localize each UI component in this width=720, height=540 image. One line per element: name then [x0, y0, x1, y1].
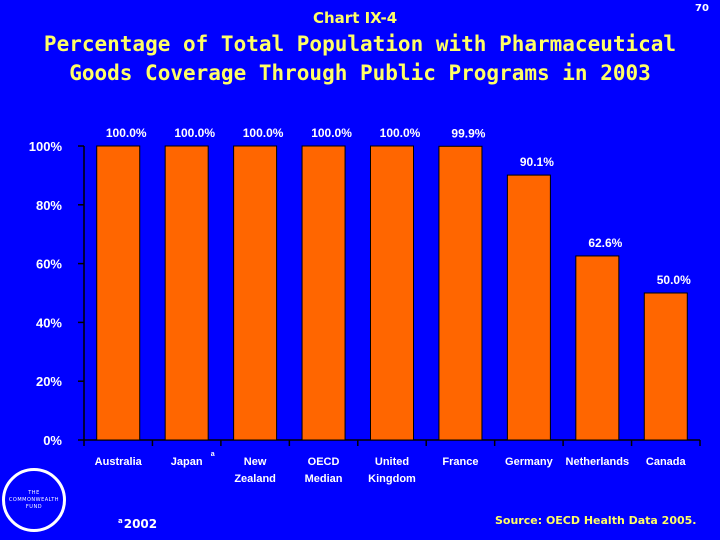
x-tick-label: France [442, 456, 478, 468]
data-label: 100.0% [174, 126, 215, 140]
footnote-mark: a [118, 517, 123, 525]
footnote-mark-label: a [211, 451, 215, 458]
bar [233, 145, 278, 441]
bar [438, 145, 483, 441]
y-tick-label: 40% [36, 315, 62, 330]
data-label: 90.1% [520, 155, 554, 169]
x-tick-label: Netherlands [566, 456, 630, 468]
data-label: 100.0% [106, 126, 147, 140]
bar [643, 292, 688, 441]
data-label: 50.0% [657, 273, 691, 287]
y-tick-label: 0% [43, 433, 62, 448]
x-tick-label: OECD [308, 456, 340, 468]
logo-line: FUND [25, 503, 43, 510]
x-tick-label: Zealand [234, 473, 276, 485]
data-label: 62.6% [588, 236, 622, 250]
logo-line: COMMONWEALTH [8, 496, 60, 503]
bar [575, 255, 620, 441]
bar [370, 145, 414, 441]
data-label: 100.0% [311, 126, 352, 140]
data-label: 99.9% [451, 126, 485, 140]
chart-title: Percentage of Total Population with Phar… [0, 30, 720, 88]
x-tick-label: Median [305, 473, 343, 485]
title-line-2: Goods Coverage Through Public Programs i… [69, 61, 651, 85]
x-tick-label: New [244, 456, 267, 468]
bar [506, 174, 551, 441]
y-tick-label: 60% [36, 257, 62, 272]
x-tick-label: United [375, 456, 409, 468]
y-tick-label: 20% [36, 374, 62, 389]
y-tick-label: 100% [29, 139, 63, 154]
page-number: 70 [695, 3, 709, 14]
footnote: a2002 [118, 517, 157, 531]
y-tick-label: 80% [36, 198, 62, 213]
title-line-1: Percentage of Total Population with Phar… [43, 32, 677, 56]
bar [301, 145, 346, 441]
commonwealth-fund-logo: THE COMMONWEALTH FUND [2, 468, 66, 532]
x-tick-label: Kingdom [368, 473, 416, 485]
data-label: 100.0% [243, 126, 284, 140]
data-label: 100.0% [380, 126, 421, 140]
x-tick-label: Japan [171, 456, 203, 468]
x-tick-label: Canada [646, 456, 687, 468]
footnote-text: 2002 [123, 517, 158, 531]
chart-id: Chart IX-4 [313, 9, 398, 27]
source-note: Source: OECD Health Data 2005. [495, 514, 697, 527]
x-tick-label: Australia [95, 456, 143, 468]
logo-line: THE [28, 489, 40, 496]
bar [96, 145, 141, 441]
x-tick-label: Germany [505, 456, 554, 468]
bar [164, 145, 209, 441]
